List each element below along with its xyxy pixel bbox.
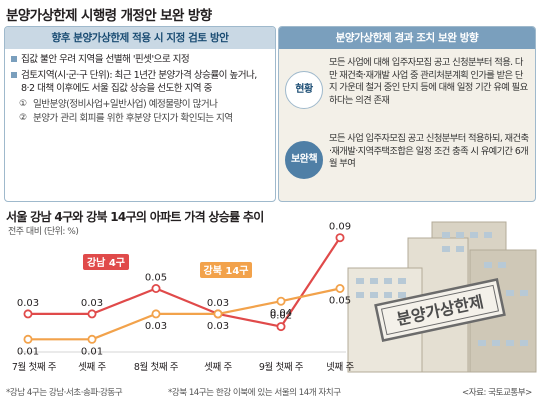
legend-gangnam-swatch bbox=[83, 254, 129, 270]
list-item: 검토지역(시·군·구 단위): 최근 1년간 분양가격 상승률이 높거나, 8·… bbox=[11, 69, 269, 95]
legend-gangbuk-swatch bbox=[200, 262, 252, 278]
data-label: 0.05 bbox=[145, 273, 167, 284]
sub-list-text: 분양가 관리 회피를 위한 후분양 단지가 확인되는 지역 bbox=[33, 113, 233, 124]
x-tick-label: 셋째 주 bbox=[204, 362, 232, 373]
legend-gangbuk-label: 강북 14구 bbox=[204, 264, 249, 277]
data-label: 0.09 bbox=[329, 222, 351, 233]
footnote-gangnam: *강남 4구는 강남·서초·송파·강동구 bbox=[6, 388, 123, 398]
series-line-0 bbox=[28, 237, 341, 328]
right-panel: 분양가상한제 경과 조치 보완 방향 현황 모든 사업에 대해 입주자모집 공고… bbox=[278, 26, 536, 202]
x-tick-label: 셋째 주 bbox=[78, 362, 106, 373]
chart-plot-area: 0.03 0.03 0.05 0.03 0.02 0.09 0.01 0.01 0.03 0.03… bbox=[12, 222, 355, 373]
sub-list-item: ② 분양가 관리 회피를 위한 후분양 단지가 확인되는 지역 bbox=[11, 112, 269, 125]
x-tick-label: 넷째 주 bbox=[326, 362, 354, 373]
series-line-1 bbox=[28, 287, 341, 341]
data-label: 0.03 bbox=[145, 321, 167, 332]
data-label: 0.01 bbox=[81, 346, 103, 357]
data-point bbox=[335, 233, 345, 243]
data-point bbox=[23, 309, 33, 319]
data-point bbox=[87, 334, 97, 344]
remedy-label-circle: 보완책 bbox=[285, 141, 323, 179]
data-label: 0.03 bbox=[81, 298, 103, 309]
data-point bbox=[23, 334, 33, 344]
x-tick-label: 8월 첫째 주 bbox=[134, 361, 179, 373]
stamp-illustration: 분양가상한제 bbox=[374, 278, 506, 342]
right-panel-header: 분양가상한제 경과 조치 보완 방향 bbox=[279, 27, 535, 49]
data-point bbox=[87, 309, 97, 319]
chart-title: 서울 강남 4구와 강북 14구의 아파트 가격 상승률 추이 bbox=[6, 210, 264, 224]
status-label-circle: 현황 bbox=[285, 71, 323, 109]
bullet-square-icon bbox=[11, 56, 17, 62]
legend-gangnam: 강남 4구 bbox=[83, 254, 129, 270]
data-point bbox=[213, 309, 223, 319]
page-title: 분양가상한제 시행령 개정안 보완 방향 bbox=[6, 8, 212, 24]
remedy-text: 모든 사업 입주자모집 공고 신청분부터 적용하되, 재건축·재개발·지역주택조… bbox=[329, 133, 529, 170]
list-item-text: 검토지역(시·군·구 단위): 최근 1년간 분양가격 상승률이 높거나, 8·… bbox=[21, 70, 257, 94]
data-point bbox=[335, 283, 345, 293]
footnote-gangbuk: *강북 14구는 한강 이북에 있는 서울의 14개 자치구 bbox=[168, 388, 341, 398]
status-text: 모든 사업에 대해 입주자모집 공고 신청분부터 적용. 다만 재건축·재개발 … bbox=[329, 57, 528, 106]
data-label: 0.03 bbox=[207, 298, 229, 309]
apartment-illustration bbox=[347, 221, 537, 373]
left-panel: 향후 분양가상한제 적용 시 지정 검토 방안 집값 불안 우려 지역을 선별해… bbox=[4, 26, 276, 202]
bullet-square-icon bbox=[11, 72, 17, 78]
list-item: 집값 불안 우려 지역을 선별해 '핀셋'으로 지정 bbox=[11, 53, 269, 66]
remedy-block: 보완책 모든 사업 입주자모집 공고 신청분부터 적용하되, 재건축·재개발·지… bbox=[285, 133, 531, 193]
data-label: 0.05 bbox=[329, 296, 351, 307]
sub-list-item: ① 일반분양(정비사업+일반사업) 예정물량이 많거나 bbox=[11, 98, 269, 111]
data-label: 0.04 bbox=[270, 308, 292, 319]
data-point bbox=[276, 322, 286, 332]
chart-unit-label: 전주 대비 (단위: %) bbox=[8, 227, 79, 237]
data-label: 0.03 bbox=[207, 321, 229, 332]
data-point bbox=[151, 283, 161, 293]
status-block: 현황 모든 사업에 대해 입주자모집 공고 신청분부터 적용. 다만 재건축·재… bbox=[285, 57, 531, 127]
legend-gangbuk: 강북 14구 bbox=[200, 262, 252, 278]
left-panel-list: 집값 불안 우려 지역을 선별해 '핀셋'으로 지정 검토지역(시·군·구 단위… bbox=[5, 49, 275, 125]
data-label: 0.01 bbox=[17, 346, 39, 357]
sub-list-number: ② bbox=[19, 113, 27, 123]
legend-gangnam-label: 강남 4구 bbox=[87, 256, 125, 269]
data-point bbox=[276, 296, 286, 306]
data-point bbox=[151, 309, 161, 319]
source-label: <자료: 국토교통부> bbox=[462, 388, 532, 398]
sub-list-text: 일반분양(정비사업+일반사업) 예정물량이 많거나 bbox=[33, 99, 218, 110]
x-tick-label: 7월 첫째 주 bbox=[12, 361, 57, 373]
list-item-text: 집값 불안 우려 지역을 선별해 '핀셋'으로 지정 bbox=[21, 54, 190, 65]
data-label: 0.02 bbox=[270, 311, 292, 322]
sub-list-number: ① bbox=[19, 99, 27, 109]
x-tick-label: 9월 첫째 주 bbox=[259, 361, 304, 373]
left-panel-header: 향후 분양가상한제 적용 시 지정 검토 방안 bbox=[5, 27, 275, 49]
data-label: 0.03 bbox=[17, 298, 39, 309]
